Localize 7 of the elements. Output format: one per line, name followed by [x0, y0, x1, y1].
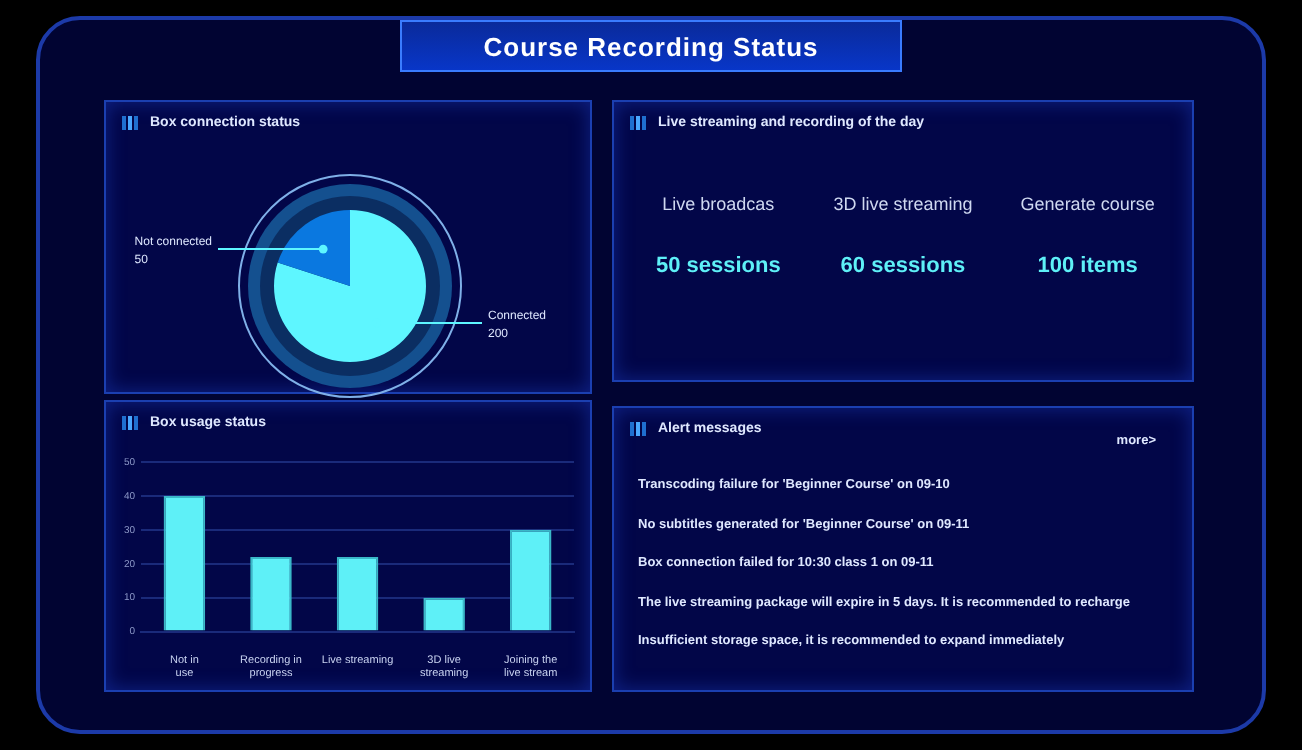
text: Generate course	[1018, 194, 1157, 214]
text: 100 items	[1035, 254, 1140, 278]
text: 60 sessions	[838, 254, 968, 278]
text: 3D live streaming	[831, 194, 975, 214]
text: Live broadcas	[660, 194, 777, 214]
text: 50 sessions	[653, 254, 783, 278]
text: Course Recording Status	[483, 31, 819, 61]
